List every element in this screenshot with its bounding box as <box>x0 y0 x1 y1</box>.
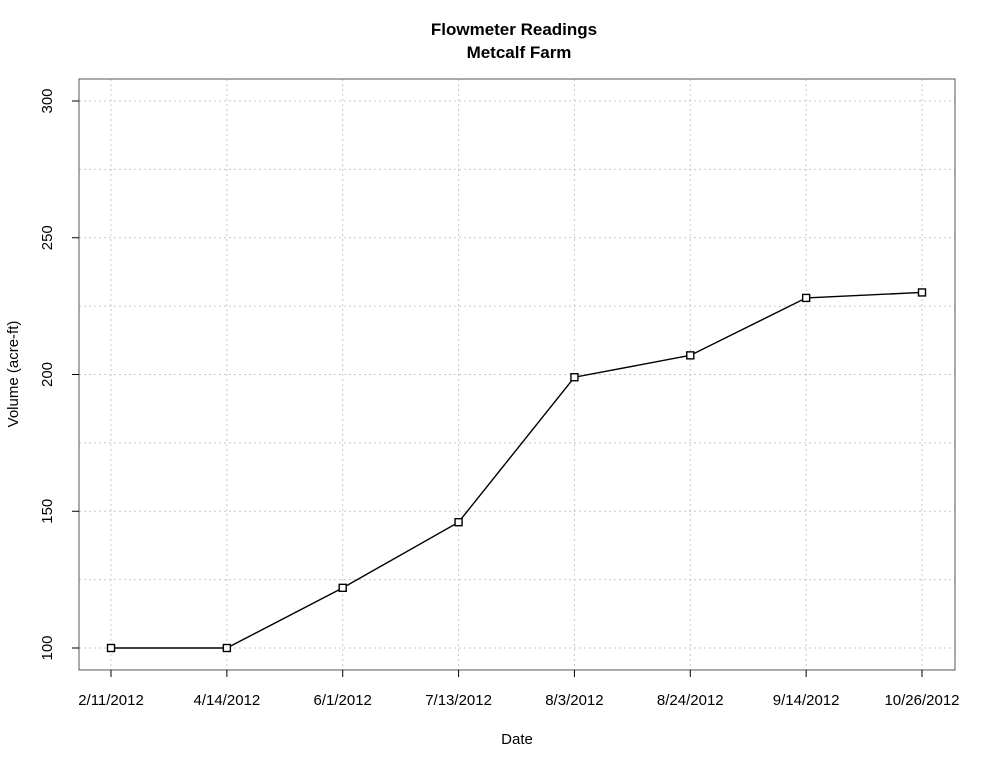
data-point <box>338 583 347 593</box>
x-tick-label: 2/11/2012 <box>78 692 144 709</box>
y-tick-label: 250 <box>39 225 56 250</box>
data-point <box>917 288 927 297</box>
y-tick-label: 150 <box>39 499 56 524</box>
x-tick-label: 8/3/2012 <box>545 692 603 709</box>
data-point <box>570 373 579 382</box>
y-tick-label: 100 <box>39 635 56 660</box>
chart-subtitle: Metcalf Farm <box>467 43 572 62</box>
data-point <box>454 517 463 527</box>
data-point <box>801 293 811 303</box>
x-tick-label: 9/14/2012 <box>773 692 840 709</box>
x-tick-label: 6/1/2012 <box>314 692 372 709</box>
chart-title: Flowmeter Readings <box>431 20 597 39</box>
data-point <box>222 643 232 653</box>
data-point <box>106 643 116 653</box>
y-tick-label: 300 <box>39 88 56 113</box>
x-axis-label: Date <box>501 731 533 748</box>
axes: 2/11/2012 4/14/2012 6/1/2012 7/13/2012 8/3/2… <box>39 88 960 709</box>
grid <box>79 79 955 670</box>
x-tick-label: 7/13/2012 <box>425 692 492 709</box>
x-tick-label: 4/14/2012 <box>193 692 260 709</box>
data-point <box>686 351 695 360</box>
x-tick-label: 10/26/2012 <box>884 692 959 709</box>
y-tick-label: 200 <box>39 362 56 387</box>
series <box>106 288 927 653</box>
x-tick-label: 8/24/2012 <box>657 692 724 709</box>
series-line <box>111 291 923 649</box>
y-axis-label: Volume (acre-ft) <box>5 321 22 428</box>
